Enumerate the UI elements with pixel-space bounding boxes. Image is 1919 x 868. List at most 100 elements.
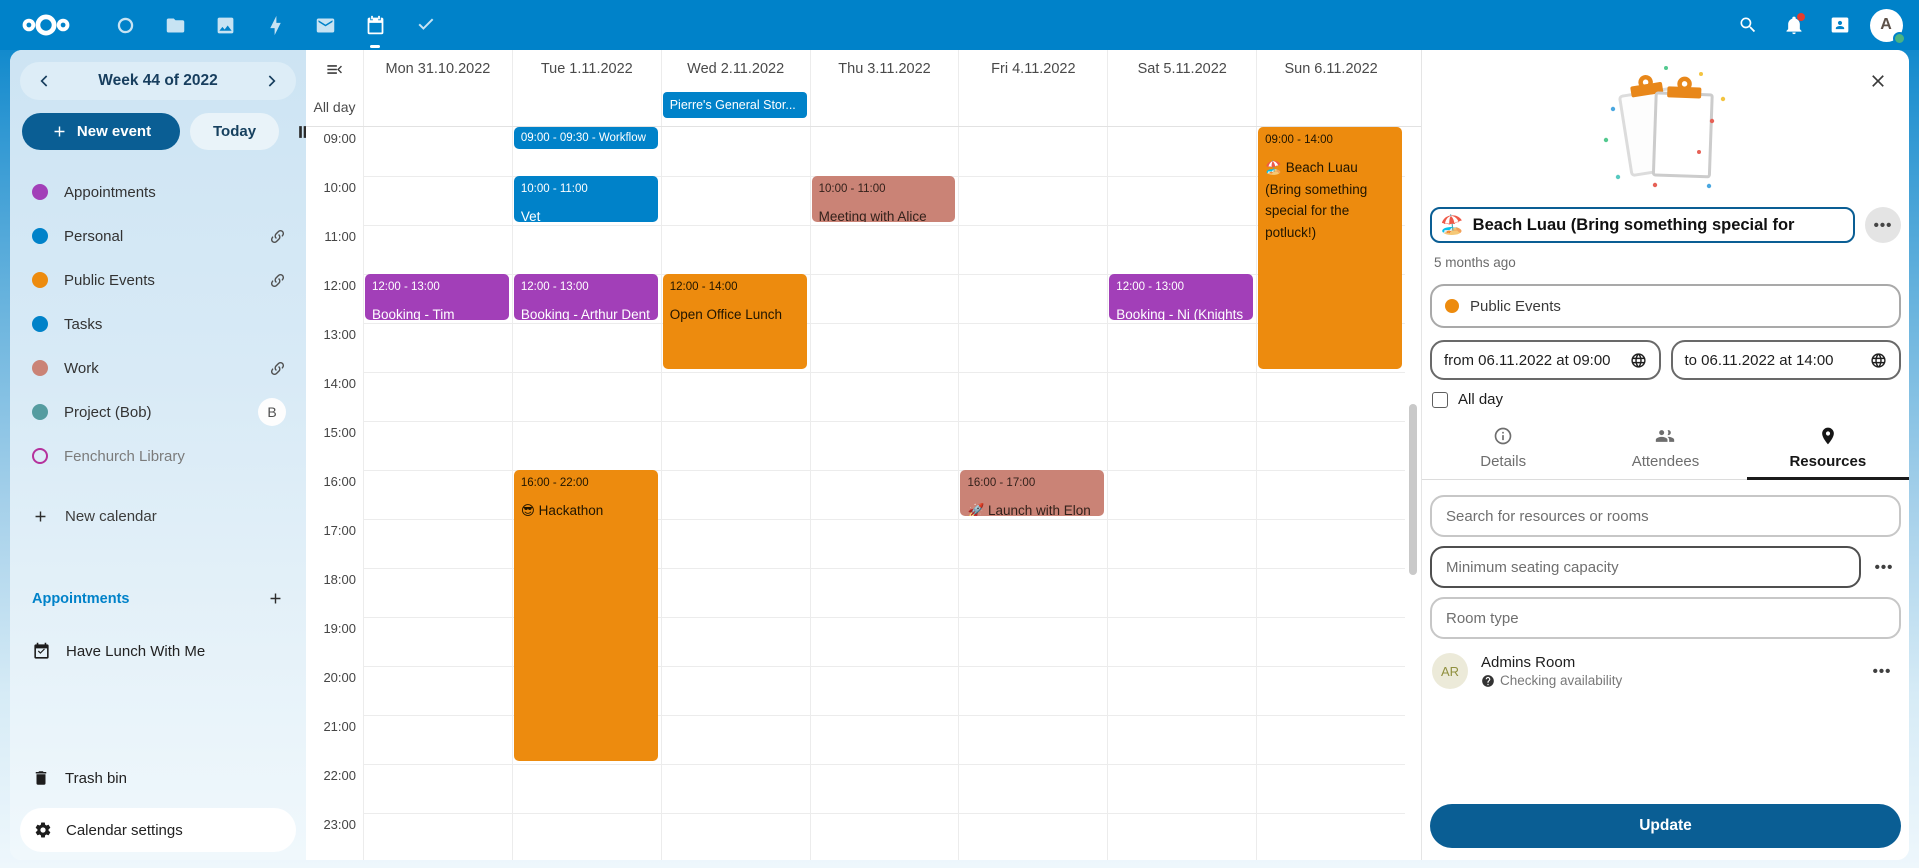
calendar-settings-button[interactable]: Calendar settings — [20, 808, 296, 852]
room-type-input[interactable] — [1430, 597, 1901, 639]
view-columns-icon[interactable] — [295, 122, 315, 142]
calendar-name: Project (Bob) — [64, 403, 152, 421]
pin-icon — [1821, 427, 1834, 445]
day-header-mon[interactable]: Mon 31.10.2022 — [363, 50, 512, 88]
appointment-have-lunch-with-me[interactable]: Have Lunch With Me — [20, 629, 296, 673]
day-header-wed[interactable]: Wed 2.11.2022 — [660, 50, 810, 88]
event-end-field[interactable]: to 06.11.2022 at 14:00 — [1670, 340, 1901, 380]
day-column[interactable]: 09:00 - 09:30 - Workflow 10:00 - 11:00 Vet… — [511, 127, 661, 860]
shared-link-icon[interactable] — [269, 360, 286, 377]
allday-checkbox[interactable] — [1432, 391, 1448, 408]
seating-options-menu-button[interactable]: ••• — [1874, 558, 1894, 576]
day-column[interactable]: 12:00 - 14:00 Open Office Lunch — [660, 127, 810, 860]
add-appointment-button[interactable] — [267, 590, 284, 607]
app-switcher — [100, 0, 450, 50]
day-header-sat[interactable]: Sat 5.11.2022 — [1107, 50, 1256, 88]
tab-details[interactable]: Details — [1422, 420, 1584, 479]
allday-cell[interactable] — [958, 88, 1107, 126]
timezone-globe-icon[interactable] — [1630, 352, 1647, 369]
allday-cell[interactable]: Pierre's General Stor... — [660, 88, 810, 126]
calendar-event-meeting-with-alice[interactable]: 10:00 - 11:00 Meeting with Alice — [811, 176, 956, 222]
calendar-picker[interactable]: Public Events — [1430, 284, 1901, 328]
calendar-color-dot — [32, 404, 48, 420]
allday-checkbox-row[interactable]: All day — [1432, 391, 1899, 408]
app-files-icon[interactable] — [150, 0, 200, 50]
shared-link-icon[interactable] — [269, 228, 286, 245]
calendar-event-09-00-09-30-workflow[interactable]: 09:00 - 09:30 - Workflow — [513, 127, 658, 149]
search-icon[interactable] — [1725, 0, 1771, 50]
hour-gridline — [363, 764, 1405, 765]
resource-search-input[interactable] — [1430, 495, 1901, 537]
sidebar-calendar-public-events[interactable]: Public Events — [20, 258, 296, 302]
next-week-button[interactable] — [256, 66, 286, 96]
nextcloud-logo-icon[interactable] — [14, 0, 78, 50]
menu-open-icon[interactable] — [306, 50, 363, 88]
day-column[interactable]: 16:00 - 17:00 🚀 Launch with Elon — [958, 127, 1107, 860]
day-header-sun[interactable]: Sun 6.11.2022 — [1256, 50, 1405, 88]
user-avatar[interactable]: A — [1863, 0, 1909, 50]
event-start-value: from 06.11.2022 at 09:00 — [1444, 351, 1611, 369]
allday-event-pierre-s-general-stor[interactable]: Pierre's General Stor... — [662, 92, 807, 118]
day-header-fri[interactable]: Fri 4.11.2022 — [958, 50, 1107, 88]
day-column[interactable]: 10:00 - 11:00 Meeting with Alice — [809, 127, 959, 860]
day-column[interactable]: 12:00 - 13:00 Booking - Ni (Knights — [1107, 127, 1256, 860]
allday-cell[interactable] — [511, 88, 661, 126]
calendar-event-launch-with-elon[interactable]: 16:00 - 17:00 🚀 Launch with Elon — [960, 470, 1105, 516]
hour-gridline — [363, 421, 1405, 422]
allday-cell[interactable] — [363, 88, 512, 126]
allday-cell[interactable] — [1107, 88, 1256, 126]
sidebar-calendar-fenchurch-library[interactable]: Fenchurch Library — [20, 434, 296, 478]
new-calendar-button[interactable]: New calendar — [20, 494, 296, 538]
calendar-event-beach-luau-bring-something-special-for-the-potluck[interactable]: 09:00 - 14:00 🏖️ Beach Luau (Bring someth… — [1258, 127, 1403, 369]
panel-tabs: Details Attendees Resources — [1422, 420, 1909, 480]
hour-gridline — [363, 225, 1405, 226]
app-photos-icon[interactable] — [200, 0, 250, 50]
new-event-button[interactable]: New event — [22, 113, 180, 150]
sidebar-calendar-tasks[interactable]: Tasks — [20, 302, 296, 346]
day-header-tue[interactable]: Tue 1.11.2022 — [511, 50, 661, 88]
hour-gridline — [363, 568, 1405, 569]
app-tasks-icon[interactable] — [400, 0, 450, 50]
sidebar-calendar-work[interactable]: Work — [20, 346, 296, 390]
contacts-icon[interactable] — [1817, 0, 1863, 50]
allday-cell[interactable] — [1256, 88, 1405, 126]
calendar-event-open-office-lunch[interactable]: 12:00 - 14:00 Open Office Lunch — [662, 274, 807, 369]
notifications-bell-icon[interactable] — [1771, 0, 1817, 50]
calendar-event-booking-arthur-dent[interactable]: 12:00 - 13:00 Booking - Arthur Dent — [513, 274, 658, 320]
tab-attendees[interactable]: Attendees — [1584, 420, 1746, 479]
app-calendar-icon[interactable] — [350, 0, 400, 50]
tab-resources[interactable]: Resources — [1746, 420, 1909, 480]
today-button[interactable]: Today — [190, 113, 280, 150]
calendar-event-booking-tim-wizard[interactable]: 12:00 - 13:00 Booking - Tim (Wizard) — [365, 274, 509, 320]
time-grid[interactable]: 09:00 10:00 11:00 12:00 13:00 14:00 15:00 16:00… — [306, 127, 1421, 860]
seating-capacity-input[interactable] — [1430, 546, 1861, 588]
calendar-event-booking-ni-knights[interactable]: 12:00 - 13:00 Booking - Ni (Knights — [1109, 274, 1254, 320]
shared-link-icon[interactable] — [269, 272, 286, 289]
resource-list-item[interactable]: AR Admins Room Checking availability ••• — [1432, 653, 1899, 689]
calendar-event-vet[interactable]: 10:00 - 11:00 Vet — [513, 176, 658, 222]
day-column[interactable]: 12:00 - 13:00 Booking - Tim (Wizard) — [363, 127, 512, 860]
event-actions-menu-button[interactable]: ••• — [1865, 207, 1901, 243]
allday-cell[interactable] — [809, 88, 959, 126]
day-header-thu[interactable]: Thu 3.11.2022 — [809, 50, 959, 88]
previous-week-button[interactable] — [30, 66, 60, 96]
event-start-field[interactable]: from 06.11.2022 at 09:00 — [1430, 340, 1661, 380]
event-title-input[interactable]: 🏖️ Beach Luau (Bring something special f… — [1430, 207, 1855, 243]
timezone-globe-icon[interactable] — [1870, 352, 1887, 369]
resource-options-menu-button[interactable]: ••• — [1872, 662, 1892, 680]
app-dashboard-icon[interactable] — [100, 0, 150, 50]
sidebar-calendar-project-bob[interactable]: Project (Bob) B — [20, 390, 296, 434]
day-column[interactable]: 09:00 - 14:00 🏖️ Beach Luau (Bring someth… — [1256, 127, 1405, 860]
sidebar-calendar-appointments[interactable]: Appointments — [20, 170, 296, 214]
trash-bin-button[interactable]: Trash bin — [20, 756, 296, 800]
update-button[interactable]: Update — [1430, 804, 1901, 848]
calendar-scrollbar[interactable] — [1409, 404, 1417, 575]
event-title: 🚀 Launch with Elon — [967, 503, 1091, 516]
sidebar-calendar-personal[interactable]: Personal — [20, 214, 296, 258]
calendar-event-hackathon[interactable]: 16:00 - 22:00 😎 Hackathon — [513, 470, 658, 761]
hour-label: 11:00 — [324, 229, 356, 244]
app-activity-icon[interactable] — [250, 0, 300, 50]
share-badge[interactable]: B — [258, 398, 286, 426]
app-mail-icon[interactable] — [300, 0, 350, 50]
close-icon[interactable] — [1861, 64, 1895, 98]
